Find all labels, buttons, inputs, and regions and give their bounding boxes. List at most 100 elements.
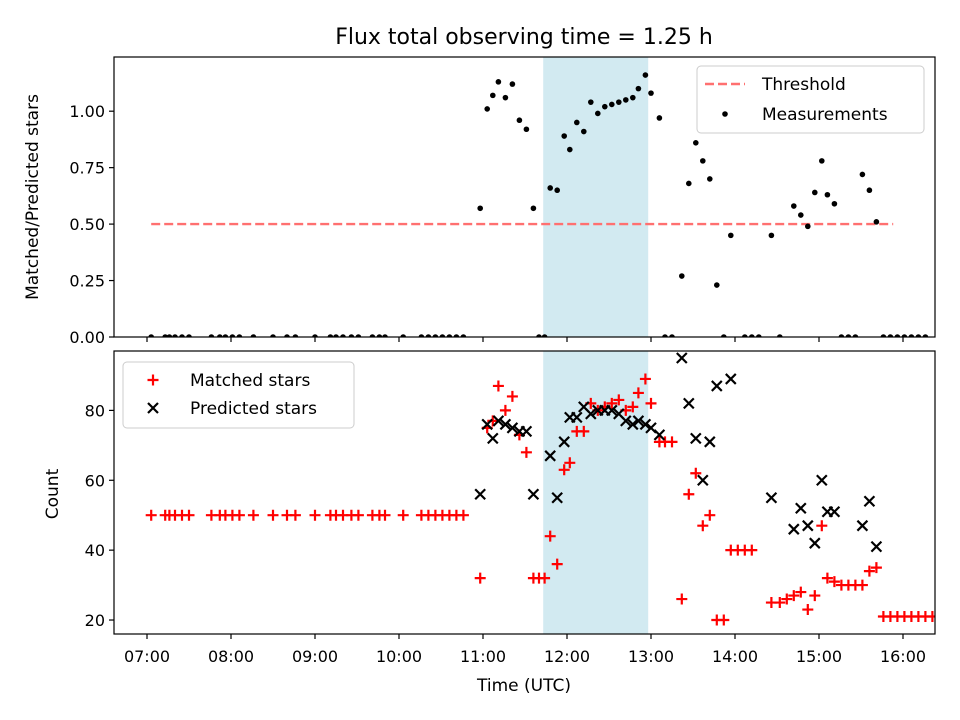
top-series0-point-36 [502,94,509,101]
bottom-series1-point-32 [725,373,737,385]
bottom-series0-point-64 [690,467,702,479]
top-series0-point-12 [270,334,276,337]
top-series0-point-58 [648,90,654,96]
bottom-series0-point-72 [746,544,758,556]
top-ytick-label-2: 0.50 [69,215,105,234]
top-series0-point-89 [887,334,894,337]
top-series0-point-20 [355,334,362,337]
xtick-label-1: 08:00 [208,647,254,666]
bottom-series1-point-10 [551,491,563,504]
top-series0-point-47 [574,119,580,126]
top-series0-point-19 [348,334,355,337]
legend-matched-label: Matched stars [190,371,310,391]
top-series0-point-56 [635,85,642,92]
bottom-series0-point-42 [539,572,551,584]
top-series0-point-86 [866,187,873,194]
bottom-series0-point-46 [564,457,576,469]
top-series0-point-49 [588,99,594,105]
bottom-series0-point-87 [863,565,875,577]
bottom-series0-point-81 [821,572,833,584]
top-series0-point-82 [838,334,845,337]
bottom-series0-point-65 [697,520,709,532]
top-series0-point-16 [327,334,334,337]
bottom-series0-point-77 [795,586,807,598]
top-series0-point-5 [186,334,192,337]
bottom-series0-point-52 [606,397,618,409]
bottom-series1-point-18 [606,404,618,417]
top-series0-point-4 [179,334,185,337]
top-series0-point-53 [616,99,622,105]
bottom-series1-point-28 [690,432,702,445]
top-series0-point-15 [312,334,318,337]
top-series0-point-59 [656,115,663,121]
bottom-series1-point-7 [520,425,533,438]
top-ylabel: Matched/Predicted stars [23,94,43,300]
top-series0-point-67 [714,282,720,288]
top-series0-point-48 [581,128,587,135]
top-series0-point-76 [798,212,804,218]
bottom-series1-point-34 [788,523,800,535]
bottom-series0-point-88 [870,562,882,574]
bottom-series0-point-74 [774,597,786,609]
top-series0-point-57 [642,72,649,78]
bottom-series1-point-43 [870,540,883,553]
bottom-series1-point-1 [481,418,493,431]
xtick-label-7: 14:00 [712,647,758,666]
bottom-series0-point-39 [520,446,532,458]
bottom-series0-point-75 [781,593,793,605]
bottom-series1-point-8 [527,488,540,501]
xtick-label-8: 15:00 [796,647,842,666]
top-series0-point-17 [333,334,339,337]
top-series0-point-51 [602,103,608,110]
bottom-series0-point-10 [233,509,245,521]
bottom-series0-point-45 [558,464,570,476]
top-series0-point-52 [609,101,615,108]
top-legend-box [696,65,925,134]
top-series0-point-71 [749,334,755,337]
top-series0-point-6 [208,334,215,337]
top-series0-point-44 [554,187,560,194]
top-series0-point-27 [432,334,439,337]
top-series0-point-93 [915,334,922,337]
top-series0-point-94 [922,334,929,337]
bottom-series1-point-26 [676,352,688,364]
top-series0-point-13 [284,334,290,337]
top-series0-point-90 [894,334,901,337]
top-series0-point-0 [148,334,154,337]
top-series0-point-39 [523,126,530,133]
bottom-series1-point-23 [639,418,652,431]
top-series0-point-84 [852,334,859,337]
bottom-series0-point-66 [704,509,716,521]
bottom-series0-point-12 [267,509,279,521]
bottom-series1-point-41 [856,519,869,532]
xtick-label-9: 16:00 [880,647,926,666]
xtick-label-5: 12:00 [544,647,590,666]
top-series0-point-41 [536,334,542,337]
top-plot-area [148,57,929,337]
bottom-series0-point-0 [145,509,157,521]
bottom-series0-point-55 [627,401,639,413]
chart-layer: 0.00 0.25 0.50 0.75 1.00 20 40 60 80 07:00 08:00 09… [69,56,936,666]
bottom-series1-point-3 [492,415,505,427]
bottom-ytick-label-2: 60 [85,471,105,490]
top-series0-point-50 [595,110,601,117]
bottom-series0-point-79 [809,590,821,602]
legend-predicted-label: Predicted stars [190,399,317,419]
bottom-series0-point-31 [457,509,469,521]
top-series0-point-37 [509,81,516,87]
legend-predicted-swatch [147,402,159,414]
top-series0-point-55 [630,94,636,101]
bottom-series0-point-76 [788,590,800,602]
bottom-plot-area [145,351,935,634]
bottom-series0-point-48 [578,425,590,437]
bottom-series0-point-58 [645,397,657,409]
top-series0-point-35 [495,79,502,85]
bottom-ytick-label-1: 40 [85,541,105,560]
bottom-series0-point-32 [474,572,486,584]
top-ytick-label-4: 1.00 [69,102,105,121]
top-series0-point-21 [369,334,376,337]
legend-threshold-label: Threshold [761,75,846,95]
bottom-series0-point-53 [613,394,625,406]
bottom-axes-frame [113,350,936,635]
top-series0-point-64 [693,140,699,146]
